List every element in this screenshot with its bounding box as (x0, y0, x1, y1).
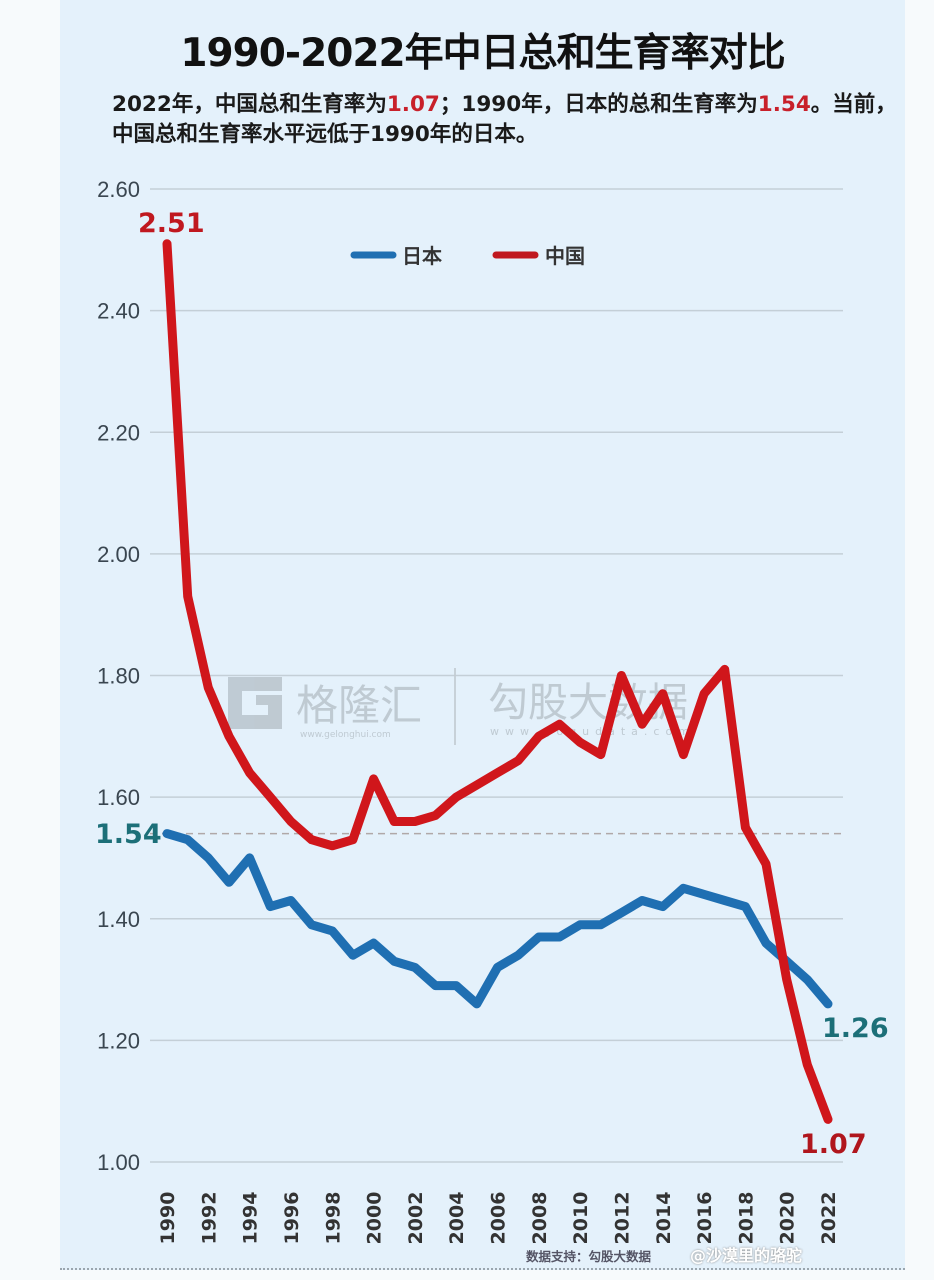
x-tick-label: 1998 (322, 1192, 344, 1245)
chart-subtitle: 2022年，中国总和生育率为1.07；1990年，日本的总和生育率为1.54。当… (112, 92, 897, 147)
y-tick-label: 1.00 (97, 1150, 140, 1175)
x-tick-label: 2020 (777, 1192, 799, 1245)
legend-label-china: 中国 (545, 244, 585, 268)
svg-text:www.gelonghui.com: www.gelonghui.com (300, 730, 391, 740)
y-tick-label: 2.20 (97, 420, 140, 445)
x-tick-label: 2002 (405, 1192, 427, 1245)
x-tick-label: 2004 (446, 1192, 468, 1245)
x-tick-label: 1992 (198, 1192, 220, 1245)
x-tick-label: 2018 (735, 1192, 757, 1245)
x-tick-label: 2014 (653, 1192, 675, 1245)
china-2022-highlight: 1.07 (386, 92, 440, 117)
gelonghui-logo-icon (228, 677, 282, 729)
y-tick-label: 2.00 (97, 542, 140, 567)
x-tick-label: 2010 (570, 1192, 592, 1245)
japan-1990-highlight: 1.54 (757, 92, 811, 117)
bottom-divider (60, 1268, 905, 1270)
y-tick-label: 1.40 (97, 907, 140, 932)
annotation-japan-1990: 1.54 (95, 819, 162, 850)
x-axis-ticks: 1990 1992 1994 1996 1998 2000 2002 2004 2006 2008… (157, 1192, 840, 1245)
y-tick-label: 2.60 (97, 177, 140, 202)
svg-text:www.gogudata.com: www.gogudata.com (490, 725, 695, 738)
x-tick-label: 2012 (611, 1192, 633, 1245)
series-line-japan (162, 829, 833, 1009)
y-tick-label: 1.20 (97, 1028, 140, 1053)
series-line-china (162, 239, 833, 1124)
x-tick-label: 2006 (488, 1192, 510, 1245)
x-tick-label: 2022 (818, 1192, 840, 1245)
x-tick-label: 2008 (529, 1192, 551, 1245)
x-tick-label: 2000 (364, 1192, 386, 1245)
annotation-china-1990: 2.51 (138, 208, 205, 239)
y-tick-label: 1.60 (97, 785, 140, 810)
legend: 日本 中国 (350, 244, 585, 268)
x-tick-label: 1996 (281, 1192, 303, 1245)
legend-label-japan: 日本 (402, 244, 442, 268)
y-axis-ticks: 2.60 2.40 2.20 2.00 1.80 1.60 1.40 1.20 1.00 (97, 177, 140, 1175)
y-tick-label: 2.40 (97, 299, 140, 324)
annotation-japan-2022: 1.26 (822, 1013, 889, 1044)
y-tick-label: 1.80 (97, 664, 140, 689)
annotation-china-2022: 1.07 (800, 1129, 867, 1160)
weibo-watermark: @沙漠里的骆驼 (690, 1246, 803, 1265)
gridlines (150, 188, 843, 1163)
x-tick-label: 1990 (157, 1192, 179, 1245)
chart-title: 1990-2022年中日总和生育率对比 (180, 31, 785, 76)
x-tick-label: 1994 (240, 1192, 262, 1245)
watermark: 格隆汇 www.gelonghui.com 勾股大数据 www.gogudata… (228, 668, 695, 745)
data-source-note: 数据支持：勾股大数据 (526, 1249, 652, 1264)
x-tick-label: 2016 (694, 1192, 716, 1245)
svg-text:格隆汇: 格隆汇 (296, 681, 422, 730)
